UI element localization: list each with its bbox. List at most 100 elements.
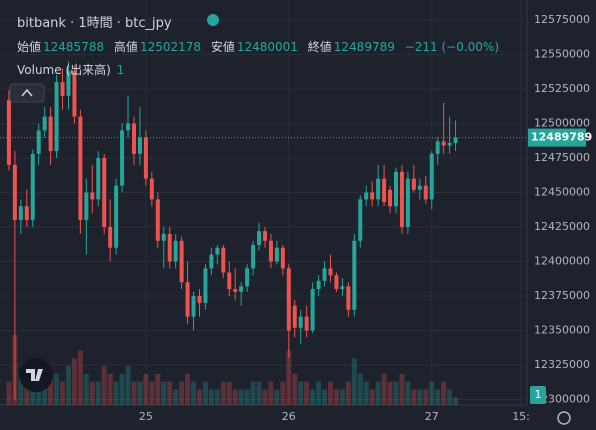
volume-bar xyxy=(149,381,155,405)
volume-bar xyxy=(173,389,179,405)
candle-body xyxy=(233,289,238,292)
candle-body xyxy=(262,231,267,241)
candle-body xyxy=(48,116,53,152)
ohlc-label: 高値 xyxy=(113,40,138,54)
volume-bar xyxy=(185,373,191,405)
volume-bar xyxy=(143,373,149,405)
candle-body xyxy=(334,275,339,290)
volume-bar xyxy=(387,381,393,405)
candle-body xyxy=(173,240,178,262)
volume-bar xyxy=(250,381,256,405)
volume-bar xyxy=(113,381,119,405)
volume-param: 1 xyxy=(116,63,125,77)
candle-body xyxy=(90,192,95,200)
candle-body xyxy=(399,171,404,227)
candle-body xyxy=(447,142,452,146)
tv-logo-mark xyxy=(26,369,43,381)
x-tick-label: 26 xyxy=(282,410,296,423)
volume-bar xyxy=(357,373,363,405)
volume-bar xyxy=(95,381,101,405)
candle-body xyxy=(268,240,273,262)
volume-bar xyxy=(316,381,322,405)
candle-body xyxy=(370,192,375,200)
candle-body xyxy=(310,289,315,331)
candle-body xyxy=(54,82,59,152)
volume-bar xyxy=(101,366,107,405)
candle-body xyxy=(388,189,393,207)
ohlc-label: 終値 xyxy=(307,40,332,54)
candle-body xyxy=(102,157,107,227)
change-value: −211 (−0.00%) xyxy=(404,40,499,54)
volume-bar xyxy=(131,381,137,405)
collapse-icon xyxy=(21,88,33,97)
candle-body xyxy=(66,71,71,96)
volume-bar xyxy=(393,381,399,405)
volume-bar xyxy=(24,381,30,405)
last-price-box xyxy=(528,128,586,147)
status-dot xyxy=(207,14,219,26)
candle-body xyxy=(60,82,65,96)
volume-bar xyxy=(381,373,387,405)
volume-name: Volume (出来高) xyxy=(17,63,111,77)
volume-bar xyxy=(399,373,405,405)
candle-body xyxy=(227,272,232,290)
candle-body xyxy=(358,199,363,241)
symbol-title: bitbank · 1時間 · btc_jpy xyxy=(17,16,172,31)
candle-body xyxy=(155,199,160,241)
candle-body xyxy=(298,316,303,328)
candle-body xyxy=(280,247,285,269)
symbol-line: bitbank · 1時間 · btc_jpy xyxy=(17,12,174,31)
candle-body xyxy=(114,185,119,248)
volume-bar xyxy=(137,381,143,405)
candle-body xyxy=(161,233,166,241)
volume-bar xyxy=(244,389,250,405)
candle-body xyxy=(435,141,440,154)
volume-bar xyxy=(83,373,89,405)
volume-bar xyxy=(42,381,48,405)
candle-body xyxy=(30,153,35,221)
y-tick-label: 12375000 xyxy=(534,289,590,302)
candle-body xyxy=(179,240,184,283)
volume-line: Volume (出来高) 1 xyxy=(17,61,130,78)
collapse-button[interactable] xyxy=(9,83,45,103)
volume-bar xyxy=(298,381,304,405)
y-tick-label: 12525000 xyxy=(534,82,590,95)
volume-bar xyxy=(238,389,244,405)
y-tick-label: 12500000 xyxy=(534,117,590,130)
candle-body xyxy=(42,116,47,131)
candle-body xyxy=(120,130,125,186)
volume-bar xyxy=(54,373,60,405)
x-tick-label: 25 xyxy=(139,410,153,423)
candle-body xyxy=(423,185,428,200)
volume-bar xyxy=(256,381,262,405)
ohlc-label: 始値 xyxy=(17,40,42,54)
volume-bar xyxy=(417,389,423,405)
candle-body xyxy=(72,71,77,117)
volume-bar xyxy=(196,389,202,405)
candle-body xyxy=(12,164,17,221)
x-tick-label: 15: xyxy=(512,410,530,423)
ohlc-value: 12480001 xyxy=(236,40,298,54)
volume-bar xyxy=(429,381,435,405)
volume-bar xyxy=(77,350,83,405)
ohlc-line: 始値 12485788 高値 12502178 安値 12480001 終値 12489… xyxy=(17,38,505,55)
volume-bar xyxy=(232,389,238,405)
volume-bar xyxy=(322,389,328,405)
candle-body xyxy=(149,178,154,200)
x-tick-label: 27 xyxy=(425,410,439,423)
ohlc-label: 安値 xyxy=(210,40,235,54)
candle-body xyxy=(167,233,172,262)
candle-body xyxy=(393,171,398,207)
y-tick-label: 12300000 xyxy=(534,392,590,405)
y-tick-label: 12550000 xyxy=(534,48,590,61)
tv-logo[interactable] xyxy=(19,358,53,392)
settings-icon[interactable] xyxy=(557,411,571,425)
candle-body xyxy=(429,153,434,200)
volume-bar xyxy=(48,373,54,405)
candle-body xyxy=(191,295,196,317)
volume-bar xyxy=(339,389,345,405)
candle-body xyxy=(143,137,148,179)
candle-body xyxy=(215,247,220,255)
candle-body xyxy=(376,178,381,200)
volume-bar xyxy=(351,358,357,405)
